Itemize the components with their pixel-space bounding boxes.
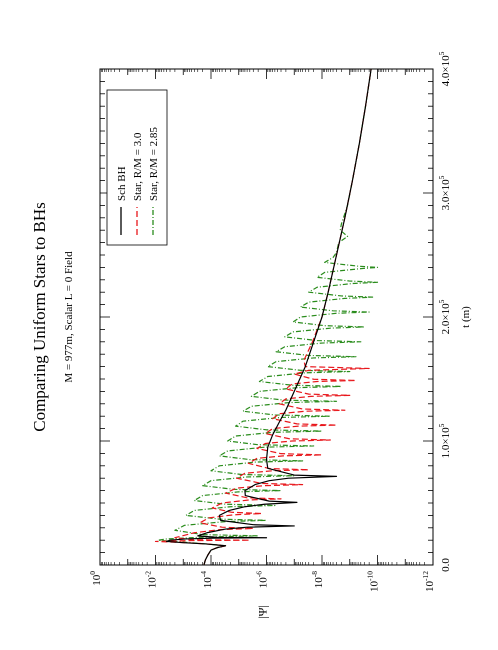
series-line-star-r-m-3-0 xyxy=(154,69,372,565)
x-tick-label: 2.0×105 xyxy=(437,299,452,334)
x-tick-label: 4.0×105 xyxy=(437,51,452,86)
legend-label: Star, R/M = 3.0 xyxy=(132,132,144,201)
legend-box xyxy=(106,89,168,246)
x-tick-label: 1.0×105 xyxy=(437,423,452,458)
y-tick-label: 10-4 xyxy=(199,571,214,588)
x-axis-label: t (m) xyxy=(460,306,472,328)
y-tick-label: 100 xyxy=(88,571,103,586)
x-tick-label: 0.0 xyxy=(440,558,452,572)
series-line-sch-bh xyxy=(165,69,372,565)
y-axis-label: |Ψ| xyxy=(256,605,270,619)
y-tick-label: 10-6 xyxy=(255,571,270,588)
chart-title: Comparing Uniform Stars to BHs xyxy=(30,202,49,432)
chart-subtitle: M = 977m, Scalar L = 0 Field xyxy=(63,251,75,383)
y-tick-label: 10-12 xyxy=(421,571,436,592)
y-tick-label: 10-2 xyxy=(144,571,159,588)
axis-ticks xyxy=(99,68,434,566)
x-tick-label: 3.0×105 xyxy=(437,175,452,210)
y-tick-label: 10-10 xyxy=(366,571,381,592)
series-line-star-r-m-2-85 xyxy=(157,69,379,565)
legend-label: Star, R/M = 2.85 xyxy=(148,127,160,201)
legend-label: Sch BH xyxy=(116,166,128,201)
y-tick-label: 10-8 xyxy=(310,571,325,588)
